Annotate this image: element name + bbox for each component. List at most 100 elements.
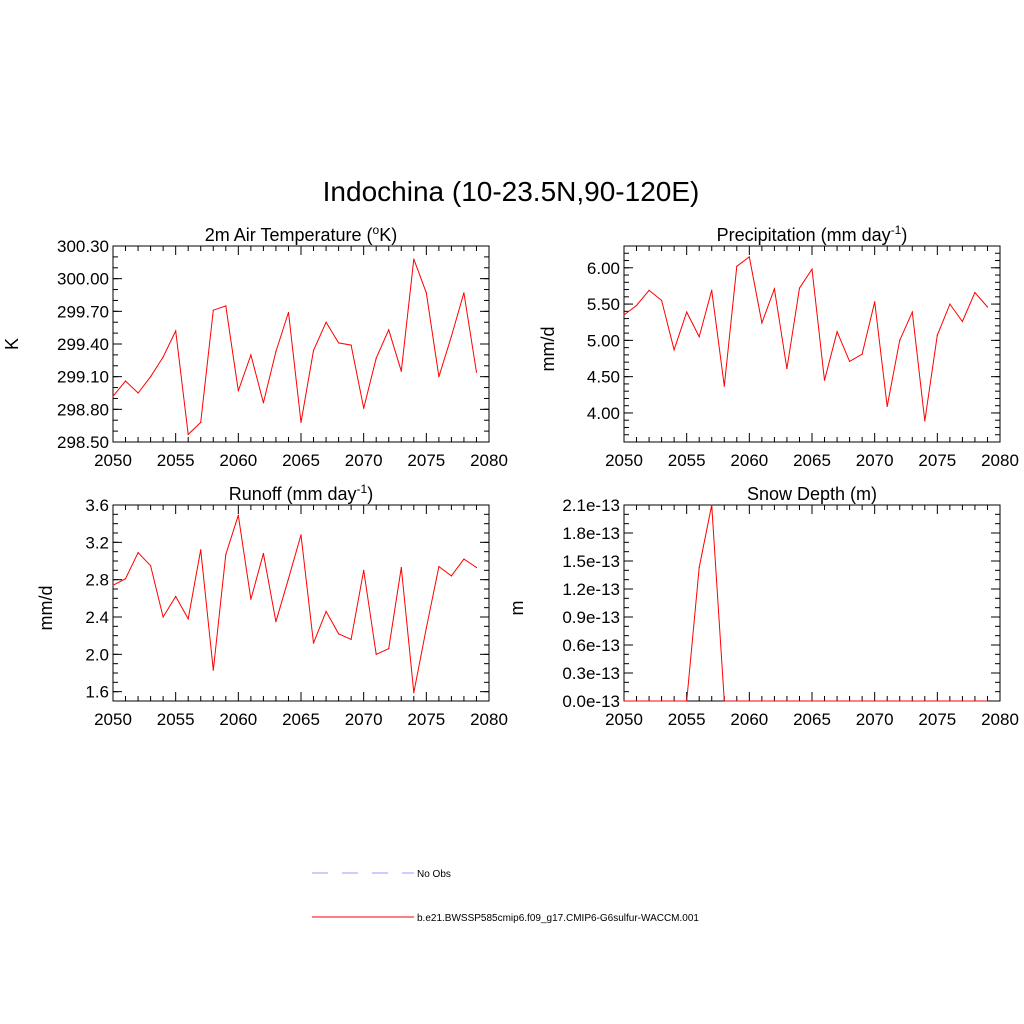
data-point [673,349,675,351]
data-point [225,553,227,556]
data-point [836,331,838,333]
data-point [924,700,926,702]
y-tick-label: 1.5e-13 [562,552,620,571]
data-point [886,405,888,408]
y-tick-label: 300.30 [57,237,109,256]
x-tick-label: 2070 [856,710,894,729]
y-axis-label: mm/d [538,327,558,372]
x-tick-label: 2065 [282,451,320,470]
data-point [911,311,913,313]
data-point [736,700,738,702]
x-tick-label: 2050 [605,710,643,729]
data-point [648,289,650,291]
data-point [949,700,951,702]
data-point [325,321,327,323]
data-point [338,342,340,344]
y-tick-label: 0.0e-13 [562,692,620,711]
y-tick-label: 3.6 [85,496,109,515]
x-tick-label: 2060 [730,451,768,470]
data-point [949,303,951,305]
data-point [899,339,901,341]
y-tick-label: 2.0 [85,645,109,664]
data-point [463,558,465,560]
panel-title: Precipitation (mm day-1) [717,223,908,245]
data-point [849,700,851,702]
data-point [961,700,964,702]
y-tick-label: 0.6e-13 [562,636,620,655]
data-point [388,648,390,650]
series-line [624,504,988,702]
y-tick-label: 0.9e-13 [562,608,620,627]
series-line [112,515,477,693]
legend-label: b.e21.BWSSP585cmip6.f09_g17.CMIP6-G6sulf… [417,913,699,924]
data-point [413,692,415,694]
data-point [886,700,888,702]
x-tick-label: 2065 [282,710,320,729]
panel-title: Snow Depth (m) [747,484,877,504]
data-point [187,433,189,435]
data-point [475,371,478,373]
data-point [723,385,725,387]
data-point [124,578,127,580]
y-tick-label: 2.8 [85,571,109,590]
data-point [811,700,813,702]
chart-panel-4: Snow Depth (m) 2050 2055 2060 2065 2070 2075 20… [507,484,1019,729]
y-tick-label: 1.8e-13 [562,524,620,543]
chart-panel-3: Runoff (mm day-1) 2050 2055 2060 2065 2070 207… [36,482,508,729]
data-point [200,421,202,423]
y-tick-label: 1.2e-13 [562,580,620,599]
data-point [388,329,390,331]
data-point [162,616,164,618]
y-tick-label: 2.4 [85,608,109,627]
legend-item-2: b.e21.BWSSP585cmip6.f09_g17.CMIP6-G6sulf… [312,913,699,924]
figure-title: Indochina (10-23.5N,90-120E) [323,176,700,207]
x-tick-label: 2060 [219,710,257,729]
data-point [262,552,264,555]
data-point [200,549,202,551]
data-point [761,322,763,324]
data-point [786,368,788,370]
data-point [661,299,663,302]
x-tick-label: 2075 [918,451,956,470]
data-point [124,380,127,382]
data-point [400,370,402,372]
data-point [212,309,214,311]
data-point [836,700,838,702]
data-point [137,552,139,554]
data-point [974,700,976,702]
data-point [300,421,302,423]
data-point [924,420,926,422]
data-point [874,700,876,702]
data-point [686,311,688,313]
data-point [635,700,638,702]
data-point [899,700,901,702]
data-point [936,700,938,702]
data-point [425,292,427,294]
data-point [623,700,625,702]
y-tick-label: 0.3e-13 [562,664,620,683]
data-point [438,566,440,568]
panels: 2m Air Temperature (oK) 2050 2055 2060 2065 2… [2,223,1019,729]
data-point [986,306,989,308]
y-axis-label: m [507,601,527,616]
data-point [711,504,713,506]
data-point [150,376,152,378]
panel-title: 2m Air Temperature (oK) [205,223,397,245]
x-tick-label: 2065 [793,710,831,729]
data-point [312,642,315,644]
data-point [237,390,239,392]
data-point [861,700,863,702]
data-point [936,334,938,336]
y-tick-label: 5.00 [587,331,620,350]
data-point [463,292,465,294]
x-tick-label: 2055 [668,451,706,470]
y-tick-label: 1.6 [85,683,109,702]
data-point [849,360,851,363]
data-point [237,514,239,516]
data-point [961,320,964,323]
data-point [911,700,913,702]
x-tick-label: 2070 [345,451,383,470]
data-point [686,700,688,702]
x-tick-label: 2055 [157,451,195,470]
data-point [748,256,750,258]
